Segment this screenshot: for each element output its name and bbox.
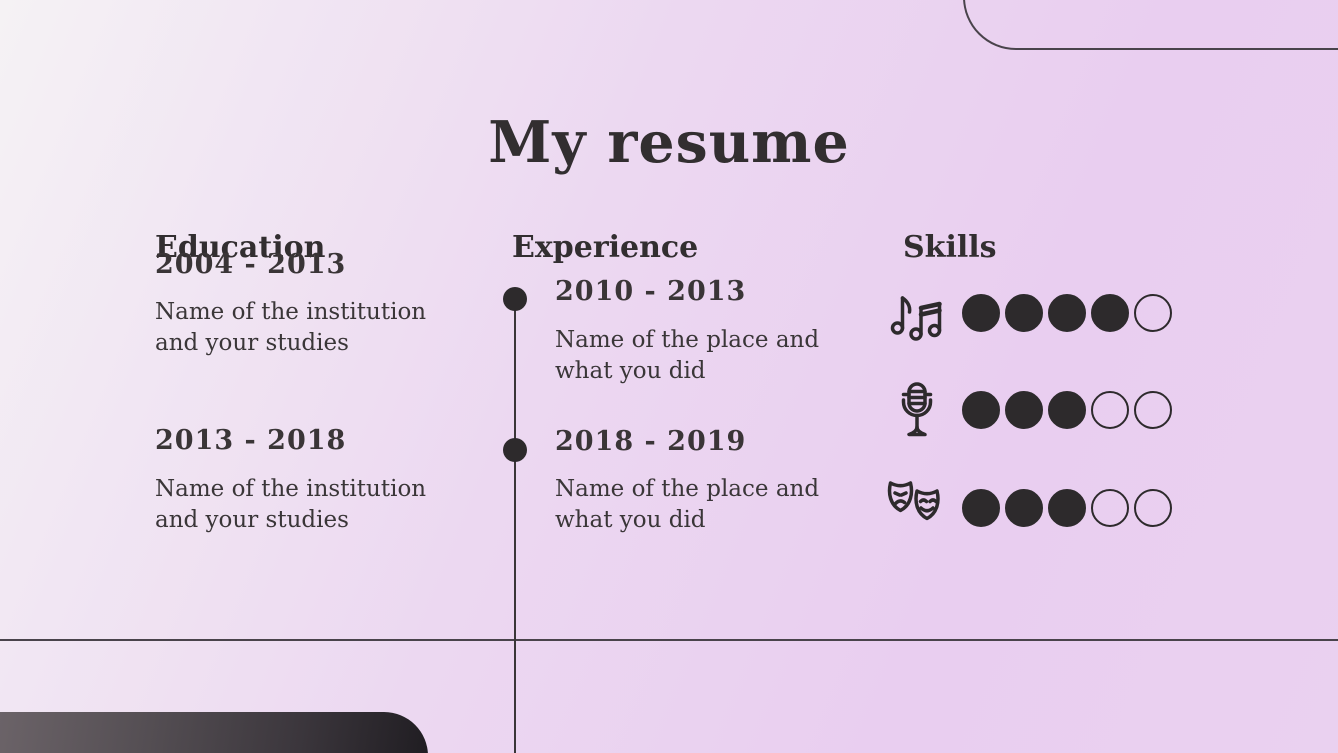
- skill-dot-empty: [1091, 489, 1129, 527]
- education-entry-description: Name of the institution and your studies: [155, 299, 427, 356]
- skill-dot-filled: [1005, 391, 1043, 429]
- education-section: Education 2004 - 2013 Name of the instit…: [155, 206, 455, 533]
- top-right-corner-line: [963, 0, 1338, 50]
- skill-dot-empty: [1091, 391, 1129, 429]
- bottom-horizontal-rule: [0, 639, 1338, 641]
- skill-dot-filled: [1005, 294, 1043, 332]
- microphone-icon: [894, 381, 940, 447]
- skill-rating: [962, 294, 1172, 332]
- education-entry-description: Name of the institution and your studies: [155, 476, 427, 533]
- skill-rating: [962, 489, 1172, 527]
- experience-entry-description: Name of the place and what you did: [555, 476, 820, 533]
- skill-dot-filled: [1048, 294, 1086, 332]
- skill-rating: [962, 391, 1172, 429]
- music-notes-icon: [890, 287, 948, 345]
- timeline-dot: [503, 287, 527, 311]
- theater-masks-icon: [886, 478, 948, 540]
- timeline-line: [514, 299, 516, 753]
- skill-dot-filled: [1091, 294, 1129, 332]
- skill-dot-empty: [1134, 489, 1172, 527]
- timeline-dot: [503, 438, 527, 462]
- education-heading: Education: [155, 229, 326, 265]
- skill-dot-filled: [962, 489, 1000, 527]
- education-entry-period: 2013 - 2018: [155, 425, 347, 456]
- experience-entry-period: 2010 - 2013: [555, 276, 747, 307]
- education-entry-period: 2004 - 2013: [155, 249, 347, 280]
- skills-heading: Skills: [903, 229, 997, 265]
- skill-dot-filled: [962, 391, 1000, 429]
- skill-dot-filled: [1005, 489, 1043, 527]
- skill-dot-filled: [962, 294, 1000, 332]
- experience-section: Experience 2010 - 2013 Name of the place…: [503, 206, 833, 753]
- skills-section: Skills: [885, 206, 1185, 527]
- skill-dot-filled: [1048, 489, 1086, 527]
- bottom-left-rounded-shape: [0, 712, 428, 753]
- experience-entry-period: 2018 - 2019: [555, 426, 747, 457]
- page-title: My resume: [488, 109, 850, 177]
- skill-dot-empty: [1134, 391, 1172, 429]
- experience-entry-description: Name of the place and what you did: [555, 327, 820, 384]
- experience-heading: Experience: [512, 229, 699, 265]
- skill-dot-filled: [1048, 391, 1086, 429]
- skill-dot-empty: [1134, 294, 1172, 332]
